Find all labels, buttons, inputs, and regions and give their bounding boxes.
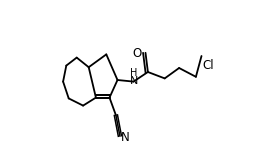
- Text: Cl: Cl: [202, 59, 214, 72]
- Text: O: O: [132, 47, 142, 60]
- Text: N: N: [130, 76, 138, 86]
- Text: N: N: [121, 131, 130, 144]
- Text: H: H: [130, 68, 138, 78]
